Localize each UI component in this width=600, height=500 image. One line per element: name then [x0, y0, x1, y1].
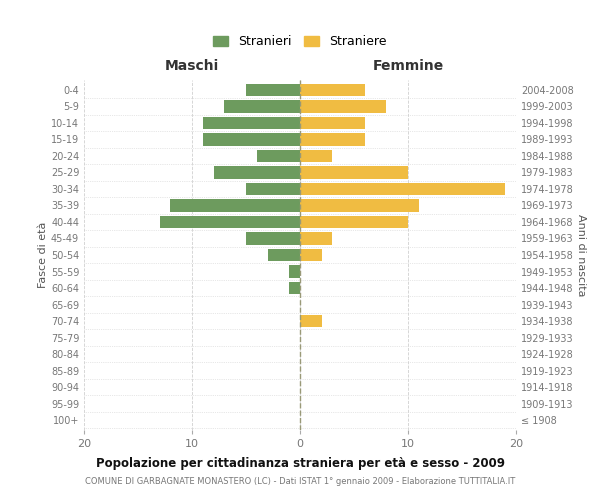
- Bar: [214, 166, 300, 178]
- Bar: [300, 200, 419, 211]
- Y-axis label: Anni di nascita: Anni di nascita: [577, 214, 586, 296]
- Text: Femmine: Femmine: [373, 59, 443, 73]
- Bar: [268, 249, 300, 261]
- Bar: [170, 200, 300, 211]
- Bar: [300, 216, 408, 228]
- Text: Maschi: Maschi: [165, 59, 219, 73]
- Bar: [257, 150, 300, 162]
- Y-axis label: Fasce di età: Fasce di età: [38, 222, 48, 288]
- Bar: [300, 133, 365, 145]
- Bar: [289, 266, 300, 278]
- Bar: [224, 100, 300, 112]
- Bar: [203, 133, 300, 145]
- Bar: [160, 216, 300, 228]
- Bar: [300, 315, 322, 327]
- Bar: [300, 84, 365, 96]
- Bar: [300, 232, 332, 244]
- Bar: [203, 116, 300, 129]
- Legend: Stranieri, Straniere: Stranieri, Straniere: [208, 30, 392, 53]
- Bar: [300, 100, 386, 112]
- Bar: [300, 116, 365, 129]
- Bar: [289, 282, 300, 294]
- Bar: [246, 84, 300, 96]
- Bar: [246, 232, 300, 244]
- Bar: [300, 166, 408, 178]
- Text: Popolazione per cittadinanza straniera per età e sesso - 2009: Popolazione per cittadinanza straniera p…: [95, 458, 505, 470]
- Text: COMUNE DI GARBAGNATE MONASTERO (LC) - Dati ISTAT 1° gennaio 2009 - Elaborazione : COMUNE DI GARBAGNATE MONASTERO (LC) - Da…: [85, 478, 515, 486]
- Bar: [300, 150, 332, 162]
- Bar: [246, 183, 300, 195]
- Bar: [300, 249, 322, 261]
- Bar: [300, 183, 505, 195]
